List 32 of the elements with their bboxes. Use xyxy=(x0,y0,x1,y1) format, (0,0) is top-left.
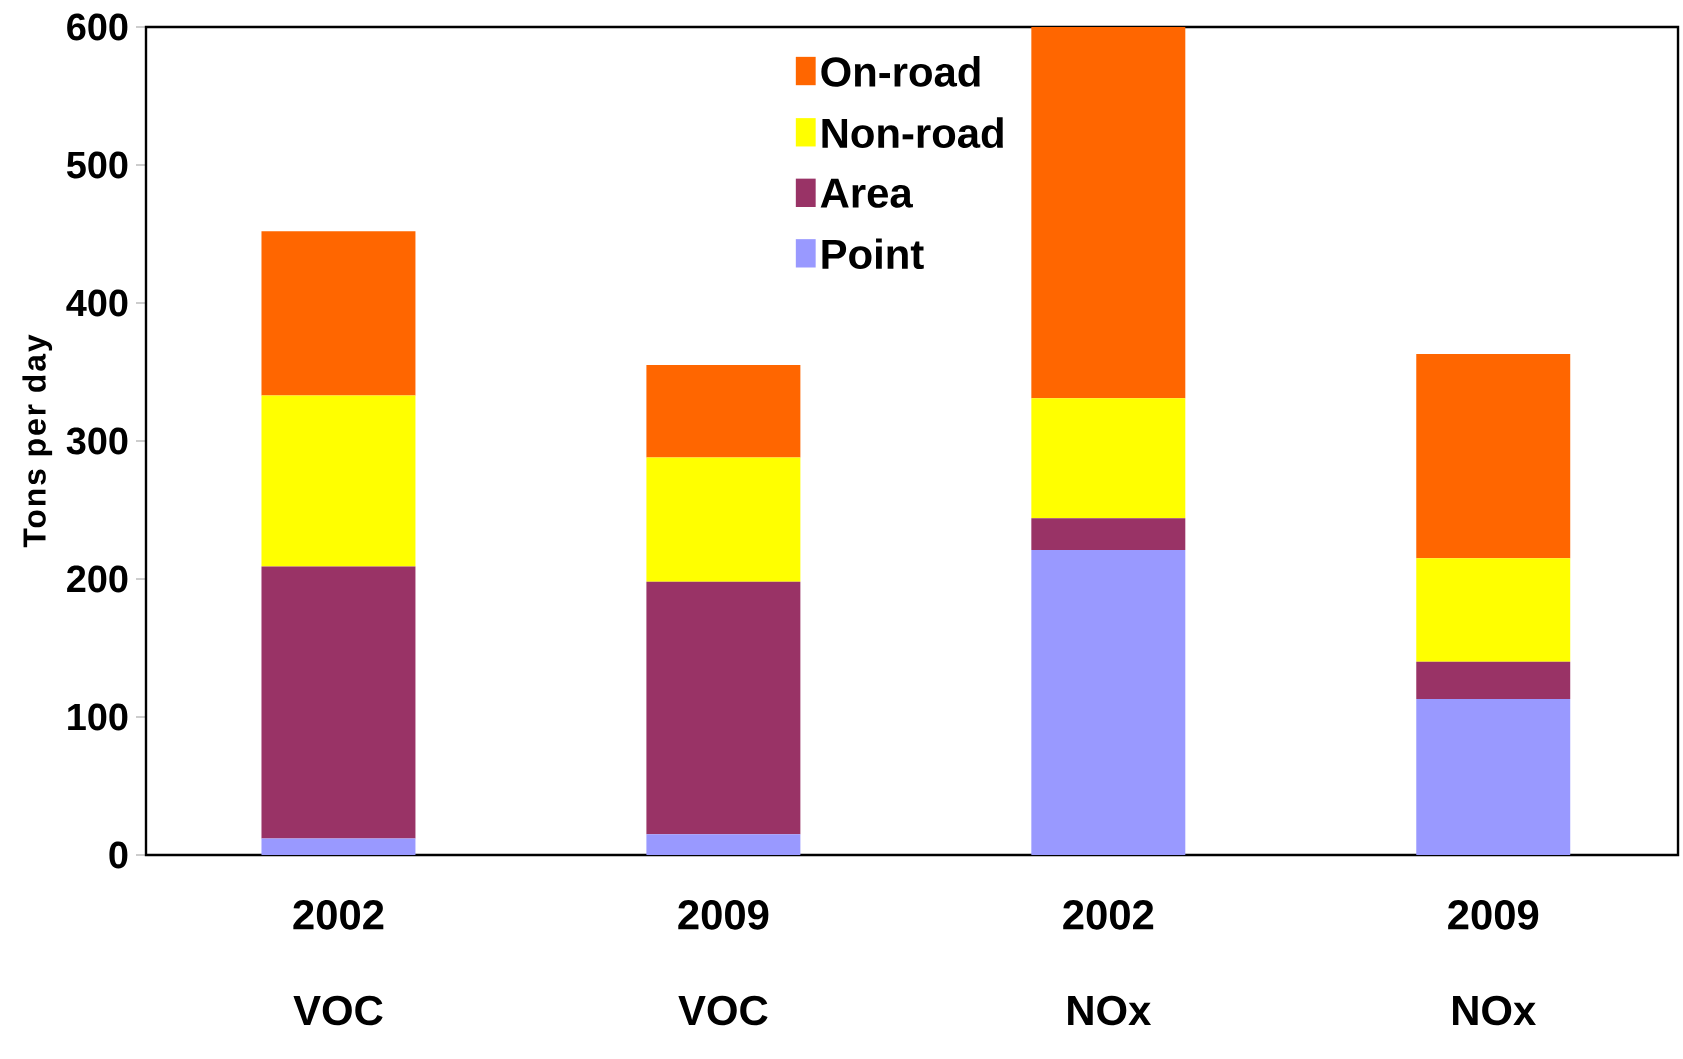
y-tick-label: 300 xyxy=(66,427,128,455)
bar xyxy=(1031,518,1186,551)
bar xyxy=(1416,699,1571,855)
y-tick-label: 100 xyxy=(68,703,128,731)
legend-label: Point xyxy=(822,238,924,270)
bar xyxy=(646,581,801,835)
bar xyxy=(646,834,801,855)
y-axis-title: Tons per day xyxy=(22,334,53,548)
y-tick-label: 0 xyxy=(109,841,128,869)
bar xyxy=(261,838,416,855)
bar xyxy=(1031,27,1186,399)
category-label: 2009 NOx xyxy=(1448,900,1539,1026)
bar xyxy=(1416,558,1571,662)
bar xyxy=(1416,354,1571,559)
bar xyxy=(1031,550,1186,855)
legend-label: Area xyxy=(820,178,913,208)
bar xyxy=(261,566,416,839)
bar xyxy=(261,395,416,567)
y-tick-label: 200 xyxy=(67,565,128,593)
bar xyxy=(1416,661,1571,700)
bar xyxy=(646,365,801,458)
legend-label: Non-road xyxy=(822,117,1003,149)
category-label: 2009 VOC xyxy=(678,900,769,1026)
bar xyxy=(261,231,416,396)
y-tick-label: 400 xyxy=(66,289,128,317)
bar xyxy=(1031,398,1186,519)
category-label: 2002 VOC xyxy=(293,900,384,1026)
y-tick-label: 500 xyxy=(66,151,128,179)
y-tick-label: 600 xyxy=(67,13,128,41)
bar xyxy=(646,457,801,582)
category-label: 2002 NOx xyxy=(1063,900,1154,1026)
legend-label: On-road xyxy=(821,56,980,87)
